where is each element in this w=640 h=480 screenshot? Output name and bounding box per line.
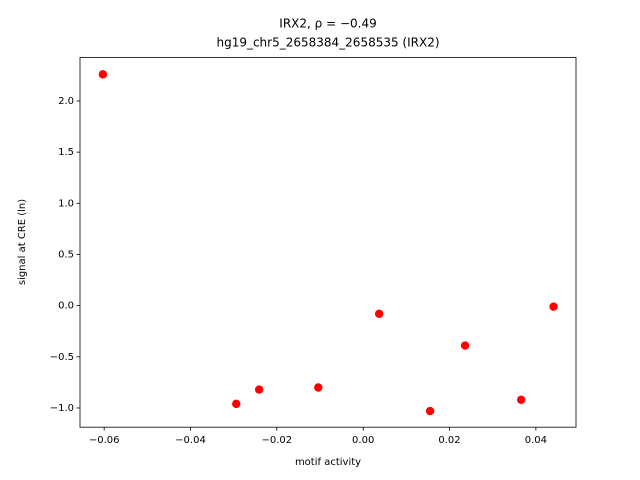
plot-frame (79, 57, 577, 428)
chart-subtitle: hg19_chr5_2658384_2658535 (IRX2) (216, 36, 439, 50)
y-tick-label: −1.0 (50, 403, 74, 414)
point (98, 70, 108, 79)
x-tick-label: −0.02 (262, 435, 293, 446)
x-tick-label: −0.04 (175, 435, 206, 446)
y-tick-label: −0.5 (50, 352, 74, 363)
x-tick-label: 0.02 (438, 435, 460, 446)
x-tick-label: 0.00 (352, 435, 374, 446)
y-axis-label: signal at CRE (ln) (17, 199, 28, 285)
y-tick-label: 1.0 (58, 198, 74, 209)
point (232, 399, 241, 409)
point (460, 341, 470, 350)
point (314, 383, 323, 392)
point (254, 385, 264, 394)
y-tick-label: 1.5 (58, 147, 74, 158)
point (425, 406, 435, 416)
point (516, 395, 526, 404)
x-tick-label: 0.04 (525, 435, 547, 446)
chart-title: IRX2, ρ = −0.49 (279, 17, 376, 31)
x-tick-label: −0.06 (89, 435, 120, 446)
y-tick-label: 0.0 (58, 301, 74, 312)
y-tick-label: 2.0 (58, 96, 74, 107)
point (549, 302, 558, 311)
y-tick-label: 0.5 (58, 249, 74, 260)
point (374, 309, 384, 319)
x-axis-label: motif activity (295, 457, 361, 468)
